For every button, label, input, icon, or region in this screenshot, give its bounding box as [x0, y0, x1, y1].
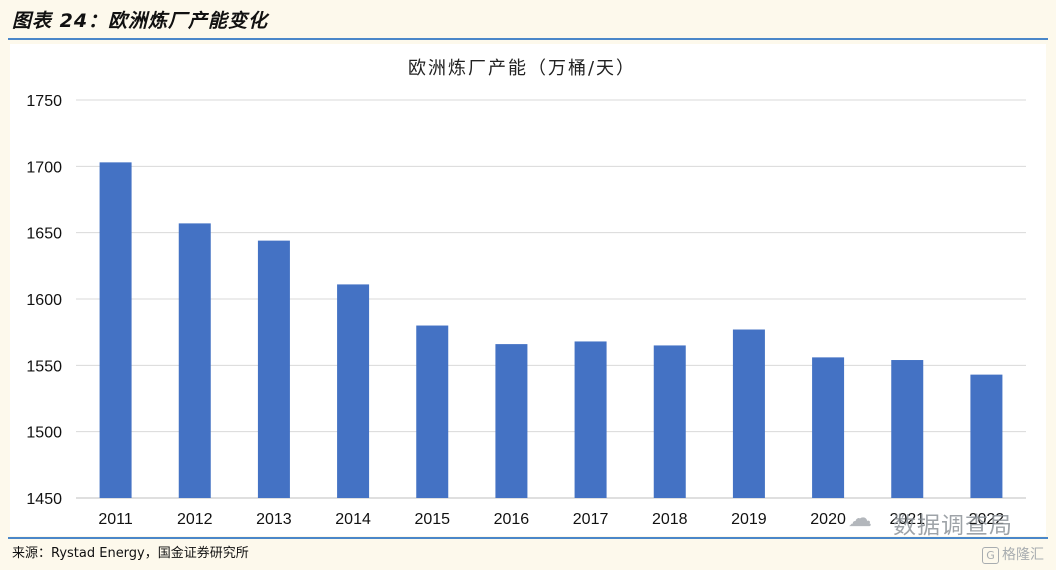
bar-2014: [337, 284, 370, 498]
watermark-secondary: G 格隆汇: [982, 544, 1044, 564]
x-tick-label: 2014: [335, 511, 371, 528]
bar-2015: [416, 325, 449, 498]
x-tick-label: 2012: [177, 511, 213, 528]
x-tick-label: 2019: [731, 511, 767, 528]
figure-title: 图表 24：欧洲炼厂产能变化: [12, 10, 269, 32]
bar-2012: [178, 223, 211, 498]
watermark-text: 数据调查局: [893, 513, 1013, 539]
logo-g-icon: G: [982, 546, 999, 564]
watermark-secondary-text: 格隆汇: [1002, 547, 1044, 563]
bar-2011: [99, 162, 132, 498]
bottom-divider: [8, 537, 1048, 539]
bar-2022: [970, 374, 1003, 498]
x-tick-label: 2011: [98, 511, 133, 528]
x-tick-label: 2022: [969, 511, 1005, 528]
bar-2019: [732, 329, 765, 498]
x-tick-label: 2018: [652, 511, 688, 528]
y-tick-label: 1450: [26, 491, 62, 508]
x-tick-label: 2016: [494, 511, 530, 528]
chart-panel: 欧洲炼厂产能（万桶/天） 1450 1500 1550 1600 1650 1700 175…: [10, 44, 1046, 536]
bar-2021: [891, 360, 924, 498]
bars: [99, 162, 1003, 499]
x-axis-ticks: 2011 2012 2013 2014 2015 2016 2017 2018 2019 2020…: [98, 511, 1004, 528]
x-tick-label: 2017: [573, 511, 609, 528]
y-tick-label: 1600: [26, 292, 62, 309]
y-tick-label: 1500: [26, 425, 62, 442]
bar-chart: 欧洲炼厂产能（万桶/天） 1450 1500 1550 1600 1650 1700 175…: [26, 58, 1026, 528]
y-tick-label: 1700: [26, 159, 62, 176]
top-divider: [8, 38, 1048, 40]
y-tick-label: 1550: [26, 358, 62, 375]
chart-title: 欧洲炼厂产能（万桶/天）: [408, 58, 636, 79]
y-axis-ticks: 1450 1500 1550 1600 1650 1700 1750: [26, 93, 62, 508]
wechat-icon: ☁: [848, 504, 872, 532]
x-tick-label: 2020: [810, 511, 846, 528]
bar-2018: [653, 345, 686, 498]
bar-2020: [812, 357, 845, 498]
bar-2016: [495, 344, 528, 498]
gridlines: [76, 99, 1026, 499]
bar-2017: [574, 341, 607, 498]
y-tick-label: 1750: [26, 93, 62, 110]
y-tick-label: 1650: [26, 226, 62, 243]
source-note: 来源：Rystad Energy，国金证券研究所: [12, 546, 249, 561]
bar-2013: [257, 240, 290, 499]
x-tick-label: 2013: [256, 511, 292, 528]
x-tick-label: 2021: [889, 511, 925, 528]
x-tick-label: 2015: [414, 511, 450, 528]
